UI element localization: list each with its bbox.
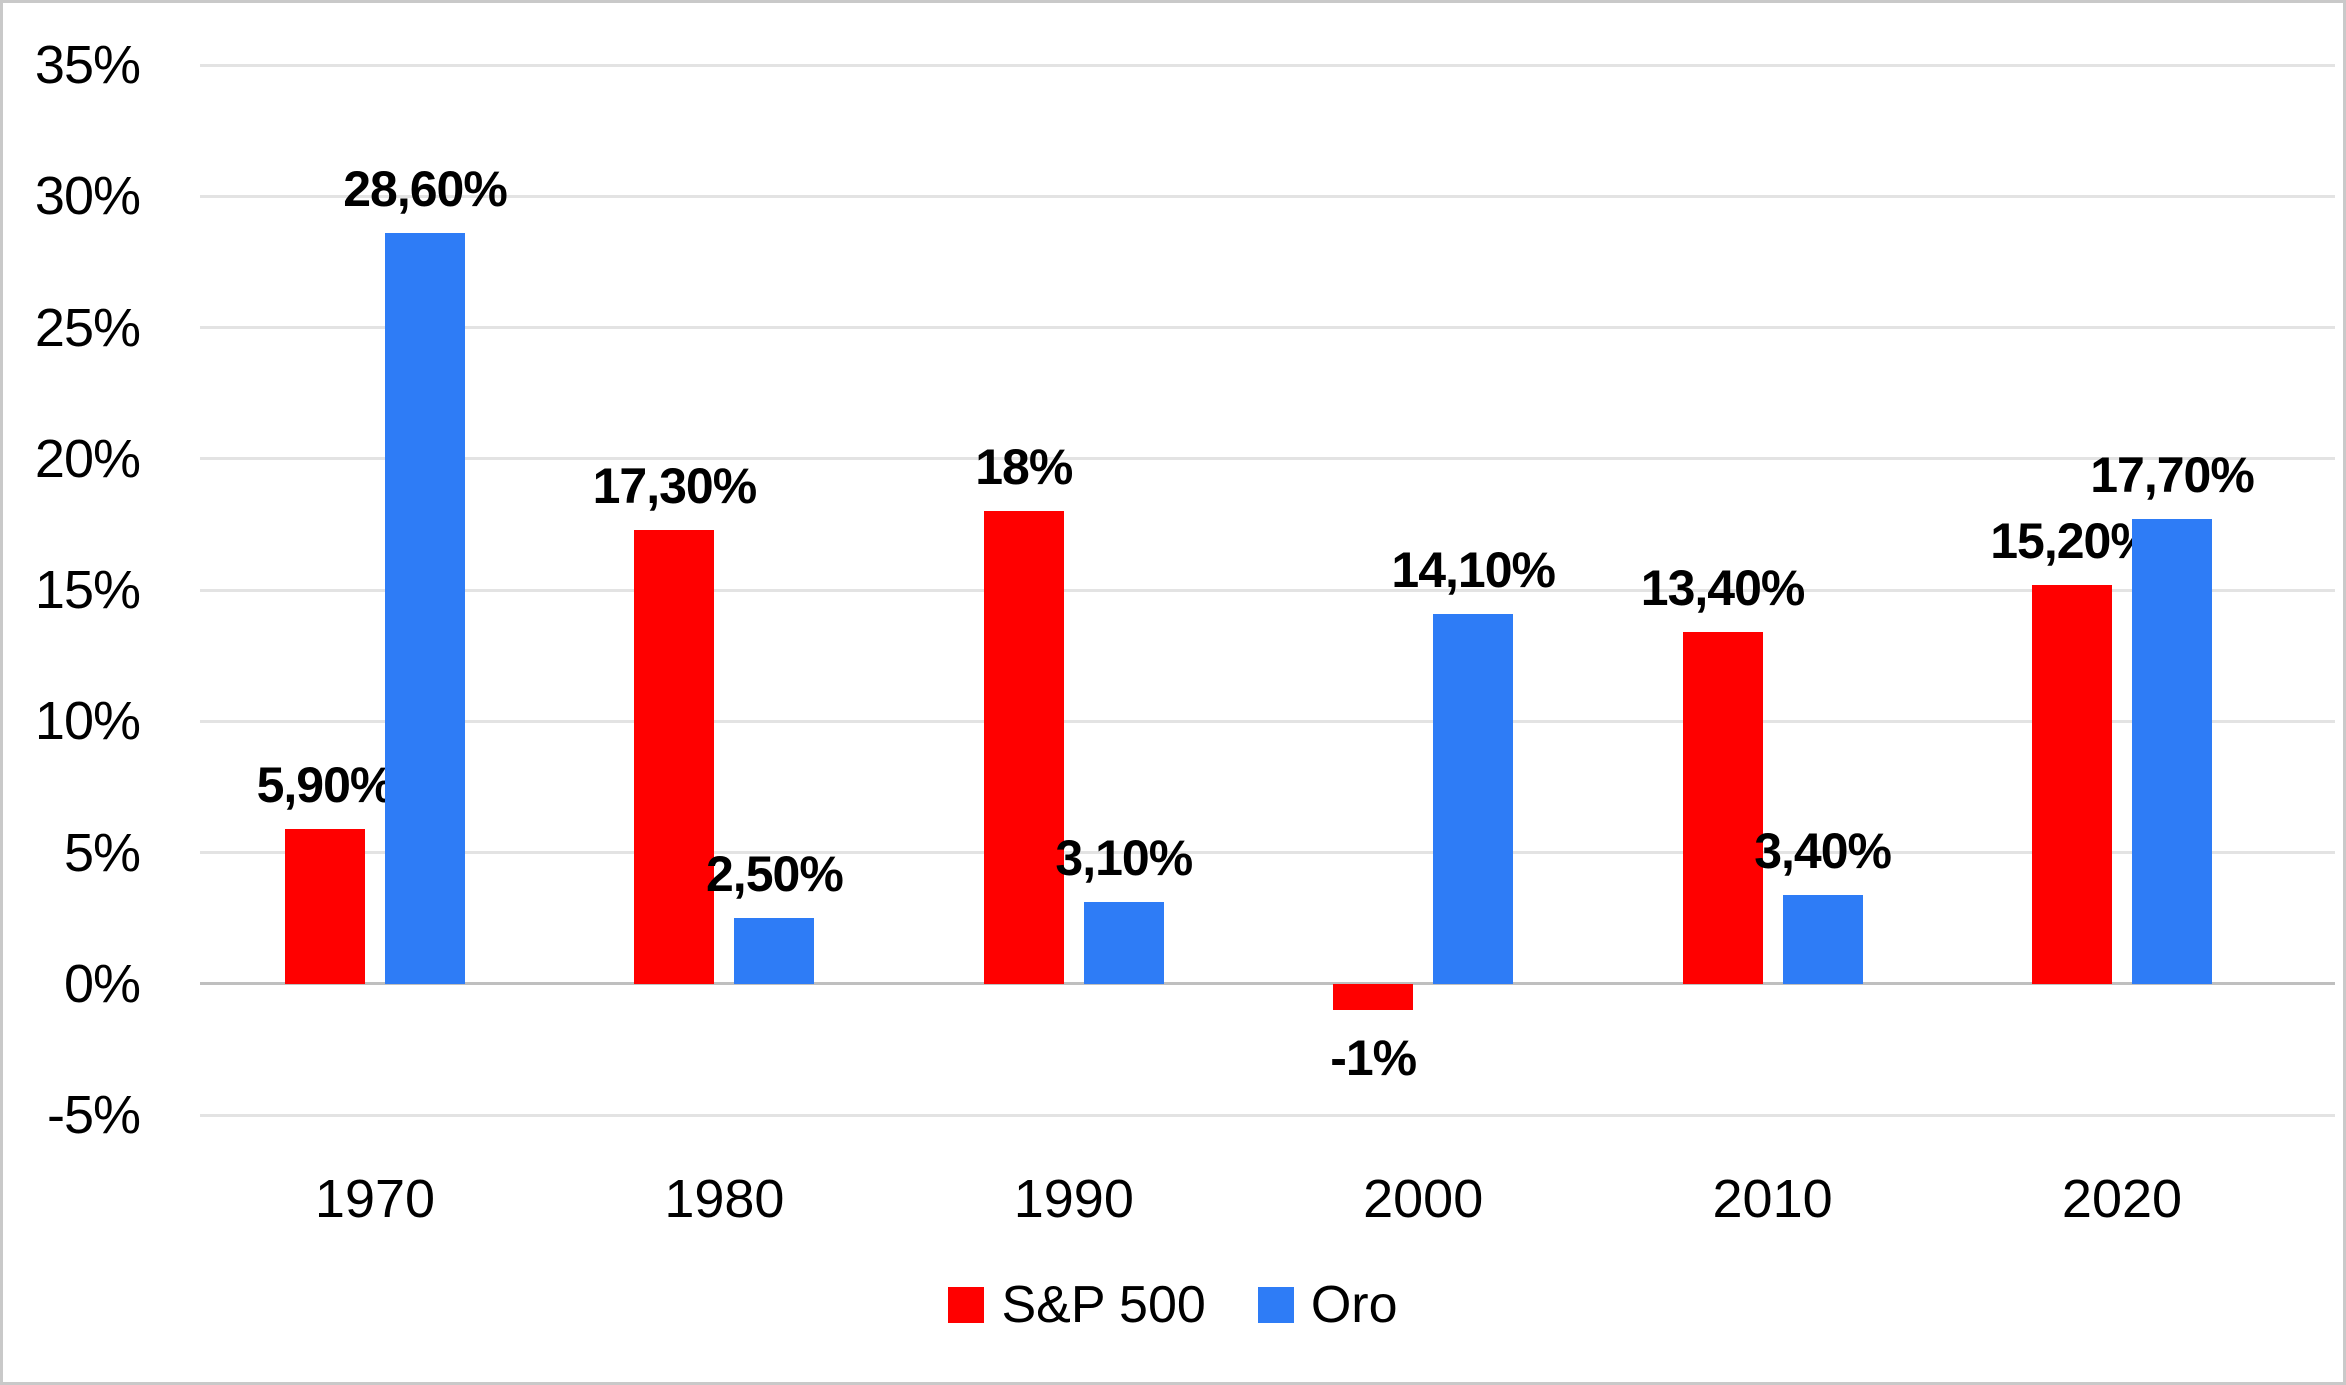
bar-sp500-2000 [1333, 983, 1414, 1010]
y-axis-tick: 25% [34, 297, 141, 358]
bar-oro-1990 [1083, 902, 1164, 984]
y-axis-tick: 10% [34, 691, 141, 752]
gridline [200, 194, 2335, 198]
bar-label-sp500-1990: 18% [975, 439, 1073, 496]
legend-item-oro: Oro [1257, 1276, 1398, 1334]
y-axis-tick: 0% [63, 953, 141, 1014]
zero-gridline [200, 982, 2335, 986]
legend-item-label: Oro [1310, 1276, 1398, 1334]
legend-swatch-icon [1257, 1287, 1294, 1323]
gridline [200, 851, 2335, 854]
bar-oro-2020 [2132, 519, 2212, 984]
bar-sp500-1980 [634, 529, 715, 984]
bar-oro-2000 [1433, 613, 1514, 984]
gridline [200, 326, 2335, 329]
bar-oro-1980 [734, 918, 815, 984]
legend: S&P 500 Oro [3, 1279, 2343, 1331]
bar-label-sp500-1970: 5,90% [256, 756, 395, 813]
bar-label-oro-1980: 2,50% [706, 846, 844, 903]
bar-label-oro-1970: 28,60% [343, 161, 508, 217]
gridline [200, 719, 2335, 723]
y-axis-tick: -5% [46, 1085, 141, 1145]
y-axis-tick: 15% [34, 560, 141, 620]
x-axis-label-1980: 1980 [664, 1169, 785, 1229]
bar-sp500-1970 [285, 828, 365, 984]
bar-sp500-2010 [1682, 632, 1763, 984]
bar-label-sp500-2010: 13,40% [1640, 560, 1806, 616]
x-axis-label-1990: 1990 [1013, 1169, 1134, 1229]
x-axis-label-2000: 2000 [1363, 1169, 1484, 1229]
gridline [200, 1113, 2335, 1117]
y-axis-tick: 30% [34, 166, 141, 227]
y-axis-tick: 35% [34, 35, 141, 95]
gridline [200, 63, 2335, 67]
bar-label-sp500-2020: 15,20% [1990, 512, 2155, 569]
y-axis-tick: 5% [63, 822, 141, 883]
x-axis-label-1970: 1970 [314, 1169, 436, 1229]
legend-item-sp500: S&P 500 [948, 1276, 1206, 1334]
y-axis-tick: 20% [34, 428, 141, 489]
legend-item-label: S&P 500 [1001, 1276, 1206, 1334]
bar-sp500-1990 [983, 511, 1064, 984]
bar-sp500-2020 [2032, 584, 2112, 984]
bar-label-oro-2000: 14,10% [1391, 541, 1556, 598]
gridline [200, 588, 2335, 592]
x-axis-label-2020: 2020 [2061, 1169, 2183, 1229]
x-axis-label-2010: 2010 [1712, 1169, 1833, 1229]
bar-label-oro-2020: 17,70% [2090, 447, 2255, 504]
legend-swatch-icon [948, 1287, 985, 1323]
gridline [200, 457, 2335, 461]
bar-label-sp500-1980: 17,30% [592, 457, 758, 514]
bar-label-oro-2010: 3,40% [1754, 822, 1892, 879]
bar-label-sp500-2000: -1% [1330, 1030, 1417, 1086]
bar-oro-2010 [1782, 894, 1863, 984]
bar-oro-1970 [385, 233, 465, 984]
bar-label-oro-1990: 3,10% [1055, 830, 1193, 887]
